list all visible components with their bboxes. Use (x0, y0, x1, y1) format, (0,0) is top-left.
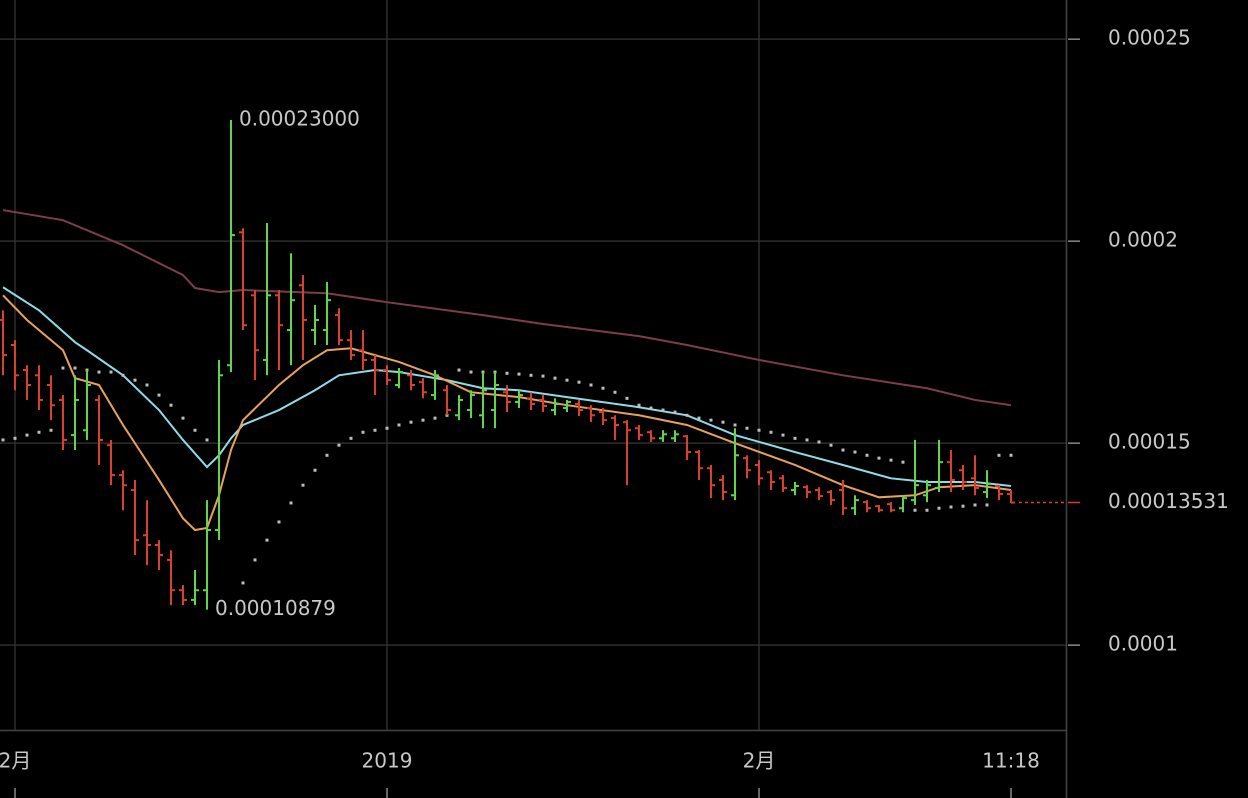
sar-dot (457, 368, 461, 372)
sar-dot (829, 443, 833, 447)
sar-dot (997, 453, 1001, 457)
sar-dot (109, 370, 113, 374)
x-tick-label: 2019 (362, 749, 413, 773)
sar-dot (25, 433, 29, 437)
sar-dot (685, 413, 689, 417)
sar-dot (313, 468, 317, 472)
y-tick-label: 0.0001 (1108, 632, 1178, 656)
sar-dot (421, 418, 425, 422)
sar-dot (865, 453, 869, 457)
sar-dot (49, 428, 53, 432)
sar-dot (397, 423, 401, 427)
sar-dot (721, 420, 725, 424)
sar-dot (73, 366, 77, 370)
sar-dot (601, 386, 605, 390)
moving-average-line (2, 209, 1012, 407)
sar-dot (793, 436, 797, 440)
sar-dot (697, 416, 701, 420)
sar-dot (325, 453, 329, 457)
sar-dot (433, 416, 437, 420)
x-tick-label: 11:18 (982, 749, 1040, 773)
sar-dot (289, 501, 293, 505)
sar-dot (253, 558, 257, 562)
sar-dot (649, 406, 653, 410)
sar-dot (961, 504, 965, 508)
sar-dot (913, 508, 917, 512)
y-tick-label: 0.0002 (1108, 228, 1178, 252)
sar-dot (553, 376, 557, 380)
sar-dot (877, 456, 881, 460)
sar-dot (817, 440, 821, 444)
sar-dot (709, 418, 713, 422)
sar-dot (385, 426, 389, 430)
sar-dot (805, 438, 809, 442)
sar-dot (745, 426, 749, 430)
sar-dot (841, 448, 845, 452)
sar-dot (565, 378, 569, 382)
sar-dot (277, 520, 281, 524)
sar-dot (733, 423, 737, 427)
sar-dot (121, 373, 125, 377)
sar-dot (577, 380, 581, 384)
sar-dot (1009, 453, 1013, 457)
sar-dot (169, 403, 173, 407)
sar-dot (985, 503, 989, 507)
extreme-label: 0.00023000 (239, 106, 360, 130)
sar-dot (637, 403, 641, 407)
sar-dot (769, 430, 773, 434)
sar-dot (589, 383, 593, 387)
sar-dot (13, 436, 17, 440)
sar-dot (541, 374, 545, 378)
sar-dot (145, 383, 149, 387)
sar-dot (373, 428, 377, 432)
sar-dot (409, 420, 413, 424)
x-tick-label: 2月 (743, 749, 776, 773)
sar-dot (37, 430, 41, 434)
sar-dot (337, 443, 341, 447)
sar-dot (517, 372, 521, 376)
sar-dot (1, 438, 5, 442)
sar-dot (505, 371, 509, 375)
sar-dot (349, 436, 353, 440)
sar-dot (973, 503, 977, 507)
extreme-label: 0.00010879 (215, 596, 336, 620)
last-price-label: 0.00013531 (1108, 489, 1229, 513)
sar-dot (241, 581, 245, 585)
sar-dot (529, 373, 533, 377)
sar-dot (853, 450, 857, 454)
sar-dot (97, 370, 101, 374)
sar-dot (613, 390, 617, 394)
sar-dot (61, 366, 65, 370)
sar-dot (889, 458, 893, 462)
sar-dot (937, 506, 941, 510)
sar-dot (265, 538, 269, 542)
sar-dot (205, 438, 209, 442)
y-tick-label: 0.00025 (1108, 26, 1191, 50)
sar-dot (157, 393, 161, 397)
x-tick-label: 2月 (0, 749, 31, 773)
sar-dot (133, 378, 137, 382)
sar-dot (469, 370, 473, 374)
sar-dot (925, 508, 929, 512)
sar-dot (901, 460, 905, 464)
sar-dot (181, 416, 185, 420)
sar-dot (193, 428, 197, 432)
sar-dot (361, 430, 365, 434)
sar-dot (301, 483, 305, 487)
y-tick-label: 0.00015 (1108, 430, 1191, 454)
sar-dot (949, 505, 953, 509)
sar-dot (661, 408, 665, 412)
sar-dot (673, 410, 677, 414)
sar-dot (757, 428, 761, 432)
sar-dot (781, 433, 785, 437)
sar-dot (625, 396, 629, 400)
